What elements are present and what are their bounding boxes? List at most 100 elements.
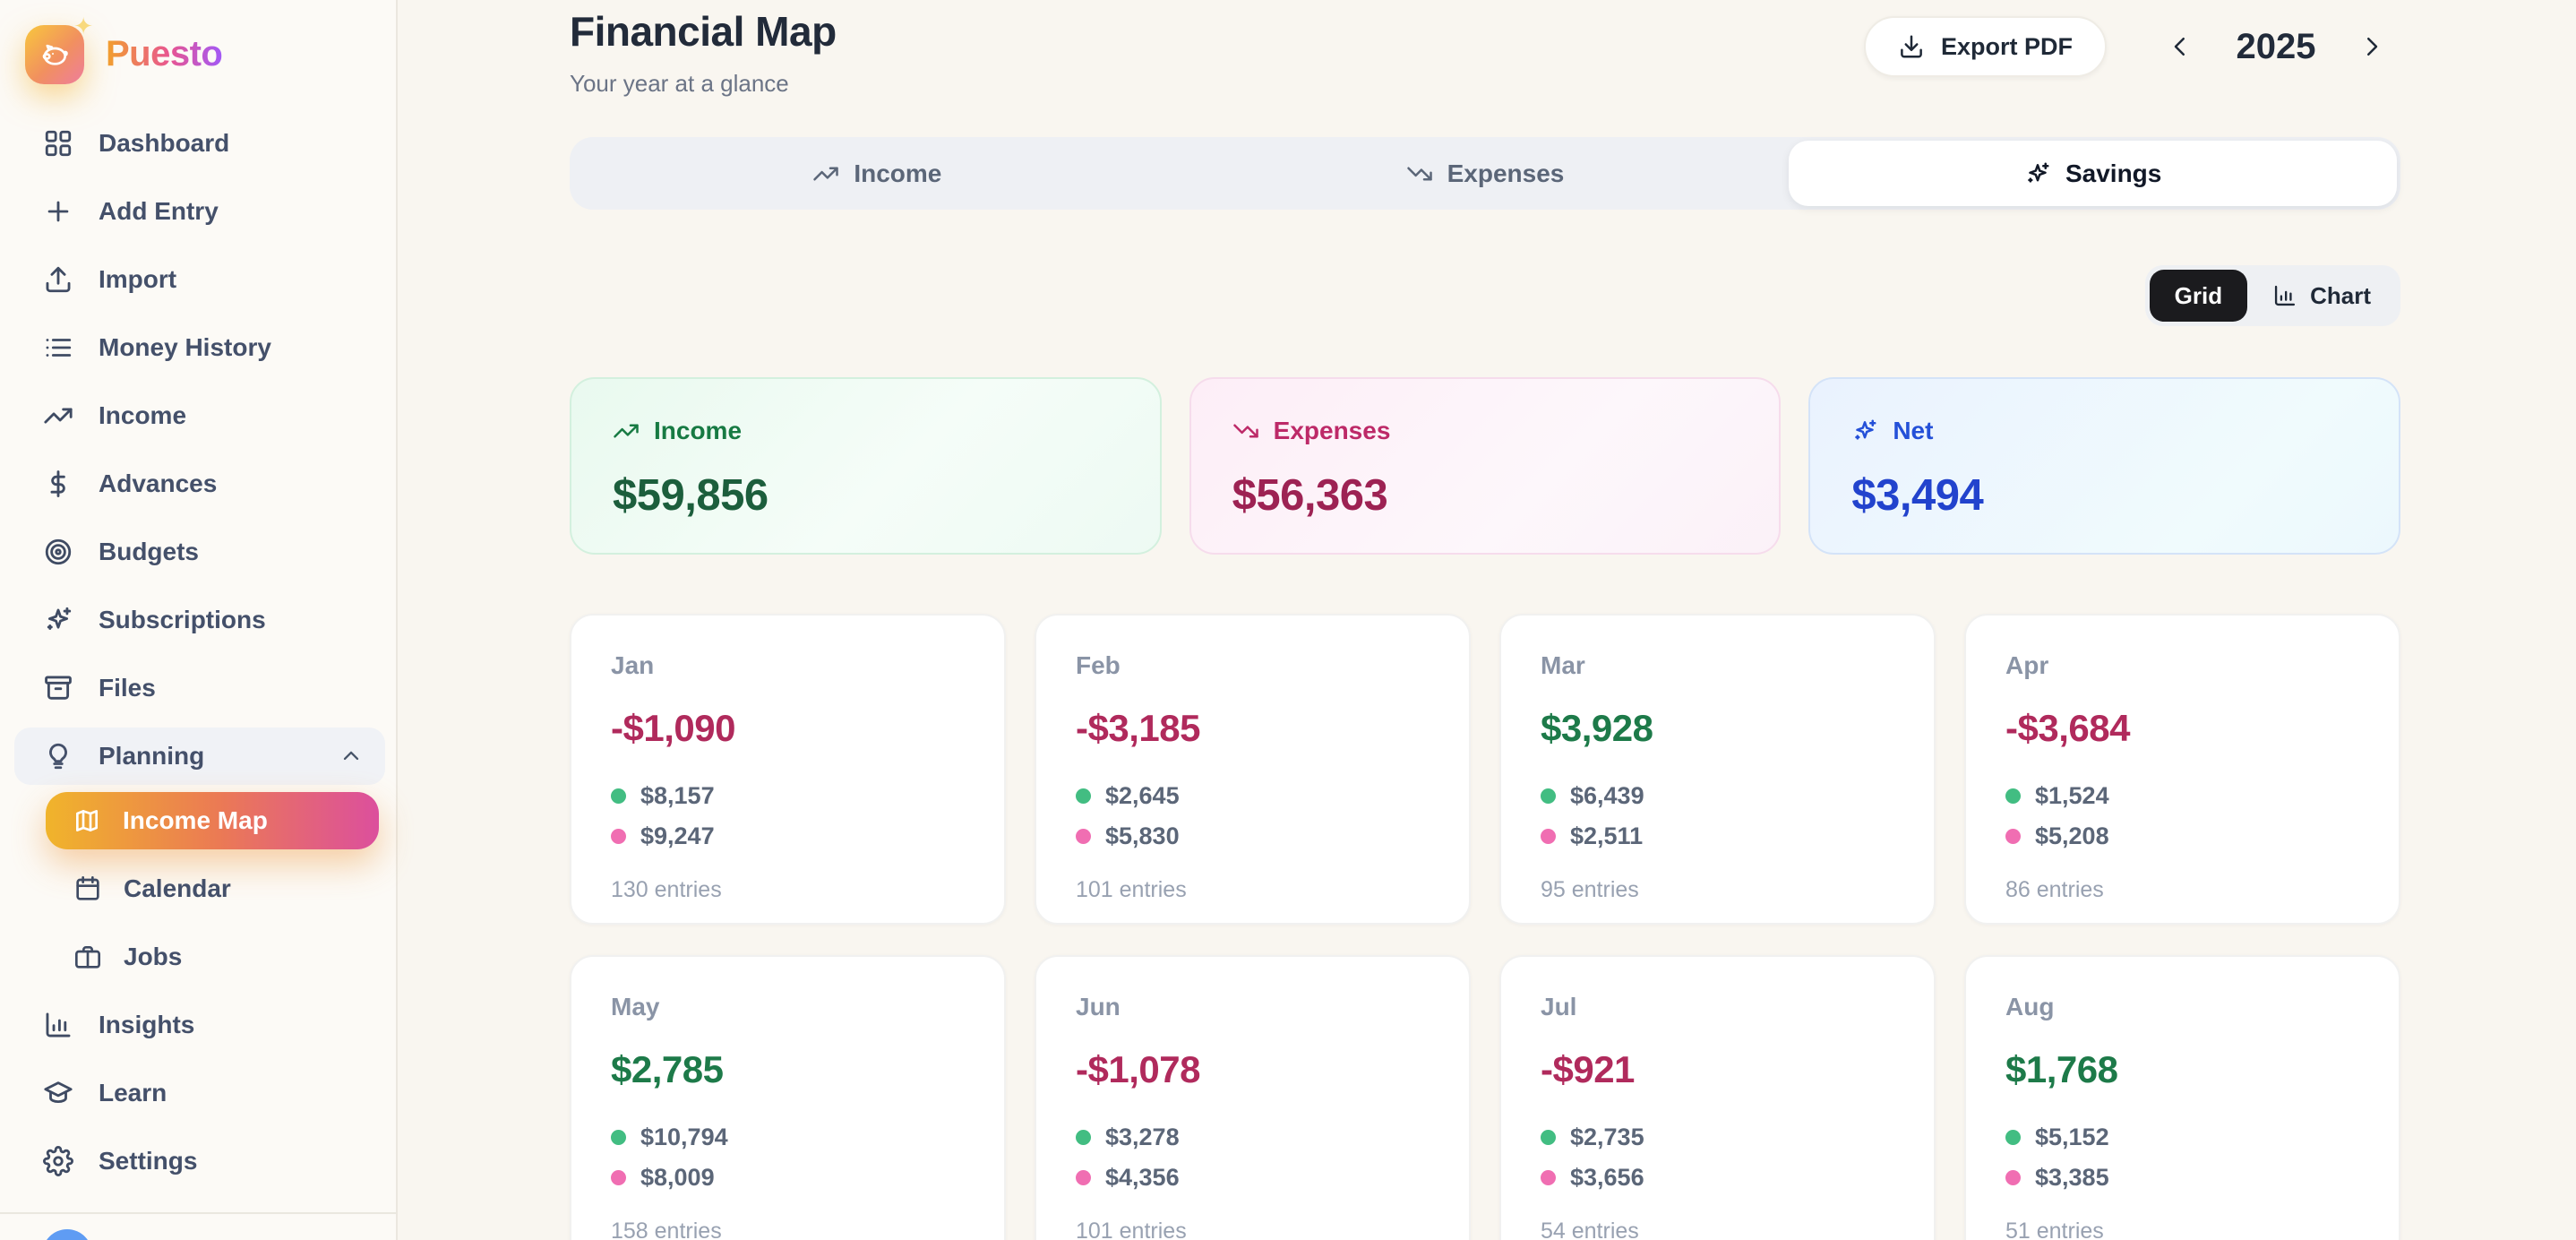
dollar-icon [43,469,73,499]
month-card-feb[interactable]: Feb -$3,185 $2,645 $5,830 101 entries [1035,614,1471,925]
sidebar-item-label: Advances [99,469,218,497]
sidebar-group-label: Planning [99,742,205,770]
trending-up-icon [812,160,839,187]
tab-savings[interactable]: Savings [1789,141,2397,206]
month-name: Apr [2005,651,2049,679]
previous-year-button[interactable] [2151,18,2209,75]
month-income: $2,735 [1570,1124,1644,1150]
sidebar-item-label: Dashboard [99,129,230,157]
income-dot [1076,1130,1091,1145]
sidebar-item-files[interactable]: Files [25,654,374,722]
chart-view-label: Chart [2310,281,2371,309]
sidebar-item-settings[interactable]: Settings [25,1127,374,1195]
chevron-left-icon [2167,33,2194,60]
month-entries: 101 entries [1076,1218,1187,1240]
page-subtitle: Your year at a glance [570,70,789,97]
month-name: May [611,993,660,1020]
month-breakdown: $6,439 $2,511 [1541,782,1894,850]
sidebar-item-label: Learn [99,1079,167,1107]
sidebar-item-jobs[interactable]: Jobs [25,923,374,991]
month-income: $3,278 [1105,1124,1180,1150]
month-breakdown: $2,735 $3,656 [1541,1124,1894,1192]
sidebar: ✦ Puesto Dashboard Add Entry Import Mone… [0,0,398,1240]
export-pdf-button[interactable]: Export PDF [1863,16,2107,77]
sidebar-item-budgets[interactable]: Budgets [25,518,374,586]
income-dot [1076,788,1091,804]
plus-icon [43,196,73,227]
toolbar-row: Grid Chart [570,265,2400,326]
month-expense: $3,656 [1570,1164,1644,1191]
sidebar-item-learn[interactable]: Learn [25,1059,374,1127]
sidebar-item-insights[interactable]: Insights [25,991,374,1059]
months-grid: Jan -$1,090 $8,157 $9,247 130 entries Fe… [570,614,2400,1240]
grid-view-button[interactable]: Grid [2149,270,2248,322]
sparkles-icon [43,605,73,635]
lightbulb-icon [43,741,73,771]
tab-income[interactable]: Income [573,141,1181,206]
export-pdf-label: Export PDF [1940,32,2073,60]
month-breakdown: $2,645 $5,830 [1076,782,1430,850]
sidebar-item-label: Income [99,401,187,429]
month-name: Jun [1076,993,1121,1020]
month-card-may[interactable]: May $2,785 $10,794 $8,009 158 entries [570,955,1006,1240]
month-net-amount: $3,928 [1541,707,1653,749]
expense-dot [2005,1170,2021,1185]
graduation-cap-icon [43,1078,73,1108]
month-card-aug[interactable]: Aug $1,768 $5,152 $3,385 51 entries [1964,955,2400,1240]
page-title: Financial Map [570,8,837,55]
next-year-button[interactable] [2343,18,2400,75]
month-expense: $8,009 [640,1164,715,1191]
month-card-jan[interactable]: Jan -$1,090 $8,157 $9,247 130 entries [570,614,1006,925]
sidebar-item-label: Add Entry [99,197,219,225]
tab-expenses[interactable]: Expenses [1181,141,1790,206]
pig-icon: ✦ [25,14,93,84]
sidebar-item-label: Jobs [124,943,183,970]
income-dot [1541,788,1556,804]
sidebar-item-money-history[interactable]: Money History [25,314,374,382]
sidebar-group-planning[interactable]: Planning [14,728,385,785]
month-net-amount: $1,768 [2005,1048,2118,1090]
sidebar-item-dashboard[interactable]: Dashboard [25,109,374,177]
trending-down-icon [1232,418,1259,444]
month-breakdown: $1,524 $5,208 [2005,782,2359,850]
upload-icon [43,264,73,295]
tab-label: Income [854,159,942,187]
sidebar-item-label: Insights [99,1011,195,1038]
sidebar-item-income[interactable]: Income [25,382,374,450]
sidebar-item-label: Import [99,265,177,293]
month-card-jun[interactable]: Jun -$1,078 $3,278 $4,356 101 entries [1035,955,1471,1240]
sidebar-item-income-map[interactable]: Income Map [46,792,379,849]
map-icon [73,806,101,835]
month-net-amount: -$1,090 [611,707,735,749]
target-icon [43,537,73,567]
page-title-block: Financial Map Your year at a glance [570,7,837,98]
sidebar-item-calendar[interactable]: Calendar [25,855,374,923]
month-expense: $3,385 [2035,1164,2109,1191]
month-income: $8,157 [640,782,715,809]
tab-label: Savings [2065,159,2162,187]
month-card-apr[interactable]: Apr -$3,684 $1,524 $5,208 86 entries [1964,614,2400,925]
month-name: Aug [2005,993,2055,1020]
summary-card-net: Net $3,494 [1808,377,2400,555]
avatar[interactable] [42,1229,92,1240]
sidebar-item-add-entry[interactable]: Add Entry [25,177,374,245]
list-icon [43,332,73,363]
sidebar-item-advances[interactable]: Advances [25,450,374,518]
month-entries: 51 entries [2005,1218,2104,1240]
month-net-amount: -$3,684 [2005,707,2130,749]
summary-amount: $3,494 [1851,471,1984,520]
month-card-jul[interactable]: Jul -$921 $2,735 $3,656 54 entries [1499,955,1936,1240]
sidebar-item-label: Subscriptions [99,606,266,633]
month-card-mar[interactable]: Mar $3,928 $6,439 $2,511 95 entries [1499,614,1936,925]
month-entries: 130 entries [611,877,722,902]
brand-logo[interactable]: ✦ Puesto [25,14,374,84]
sidebar-nav: Dashboard Add Entry Import Money History… [14,109,385,1195]
sidebar-item-subscriptions[interactable]: Subscriptions [25,586,374,654]
main-content: Financial Map Your year at a glance Expo… [398,0,2576,1240]
sparkle-icon: ✦ [73,12,93,39]
sidebar-item-import[interactable]: Import [25,245,374,314]
dashboard-icon [43,128,73,159]
summary-card-expenses: Expenses $56,363 [1189,377,1782,555]
chart-view-button[interactable]: Chart [2247,270,2396,322]
month-net-amount: $2,785 [611,1048,724,1090]
